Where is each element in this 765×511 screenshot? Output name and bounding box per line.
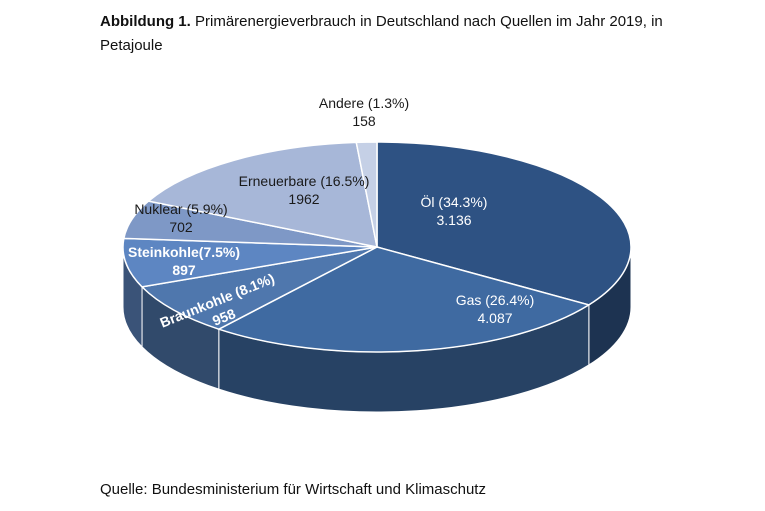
pie-slice-erneuerbare <box>146 141 378 248</box>
pie-label-steinkohle: Steinkohle(7.5%) 897 <box>128 244 240 278</box>
pie-slices <box>122 141 632 353</box>
pie-label-value: 1962 <box>288 191 319 207</box>
pie-label-nuklear: Nuklear (5.9%) 702 <box>134 201 227 235</box>
chart-title: Abbildung 1. Primärenergieverbrauch in D… <box>100 10 700 58</box>
pie-slice-braunkohle <box>140 246 378 330</box>
pie-label-value: 4.087 <box>477 310 512 326</box>
pie-label-percent: Öl (34.3%) <box>421 193 488 210</box>
pie-label-percent: Andere (1.3%) <box>319 95 409 111</box>
pie-label-andere: Andere (1.3%) 158 <box>319 95 409 129</box>
pie-label-ol: Öl (34.3%) 3.136 <box>421 193 488 228</box>
pie-label-value: 897 <box>172 262 196 278</box>
figure-label: Abbildung 1. <box>100 13 191 30</box>
pie-label-percent: Nuklear (5.9%) <box>134 201 227 217</box>
source-note: Quelle: Bundesministerium für Wirtschaft… <box>100 481 486 498</box>
pie-label-erneuerbare: Erneuerbare (16.5%) 1962 <box>239 173 370 207</box>
figure-caption: Primärenergieverbrauch in Deutschland na… <box>100 13 663 54</box>
pie-slice-andere <box>355 141 378 248</box>
pie-label-gas: Gas (26.4%) 4.087 <box>456 292 535 326</box>
pie-label-value: 3.136 <box>436 212 471 228</box>
pie-label-percent: Gas (26.4%) <box>456 292 535 308</box>
pie-label-value: 702 <box>169 219 193 235</box>
pie-label-percent: Erneuerbare (16.5%) <box>239 173 370 189</box>
pie-slice-gas <box>216 246 591 353</box>
pie-label-percent: Steinkohle(7.5%) <box>128 244 240 260</box>
pie-label-value: 158 <box>352 113 376 129</box>
pie-slice-steinkohle <box>122 237 378 288</box>
